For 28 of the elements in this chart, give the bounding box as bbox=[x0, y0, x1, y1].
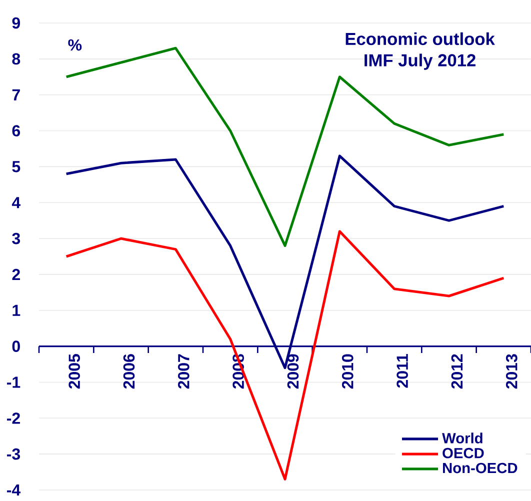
x-tick-label: 2012 bbox=[451, 354, 463, 389]
y-tick-label: 1 bbox=[12, 304, 20, 316]
y-tick-label: 4 bbox=[12, 197, 21, 208]
x-tick-label: 2006 bbox=[123, 354, 135, 389]
y-tick-label: -2 bbox=[7, 412, 20, 424]
y-tick-label: 0 bbox=[12, 340, 20, 352]
y-tick-label: -3 bbox=[7, 448, 20, 460]
x-tick-label: 2010 bbox=[342, 354, 354, 389]
y-tick-label: 8 bbox=[12, 53, 20, 65]
x-tick-label: 2005 bbox=[68, 354, 80, 389]
x-tick-label: 2007 bbox=[178, 354, 190, 389]
y-tick-label: -4 bbox=[7, 484, 21, 496]
y-tick-label: -1 bbox=[7, 376, 20, 388]
legend-label: OECD bbox=[442, 448, 484, 458]
y-tick-label: 5 bbox=[12, 161, 20, 172]
legend-label: Non-OECD bbox=[443, 462, 518, 474]
text: IMF July 2012 bbox=[364, 54, 476, 70]
x-tick-label: 2009 bbox=[287, 354, 299, 389]
y-tick-label: 6 bbox=[12, 125, 20, 136]
x-tick-label: 2011 bbox=[396, 354, 408, 388]
y-tick-label: 7 bbox=[12, 89, 20, 100]
chart-title: Economic outlook bbox=[346, 32, 495, 46]
x-tick-label: 2013 bbox=[506, 354, 518, 389]
y-tick-label: 3 bbox=[12, 232, 20, 244]
y-tick-label: 9 bbox=[12, 17, 20, 29]
y-axis-title: % bbox=[68, 39, 82, 51]
legend-label: World bbox=[442, 432, 482, 444]
y-tick-label: 2 bbox=[12, 268, 20, 280]
